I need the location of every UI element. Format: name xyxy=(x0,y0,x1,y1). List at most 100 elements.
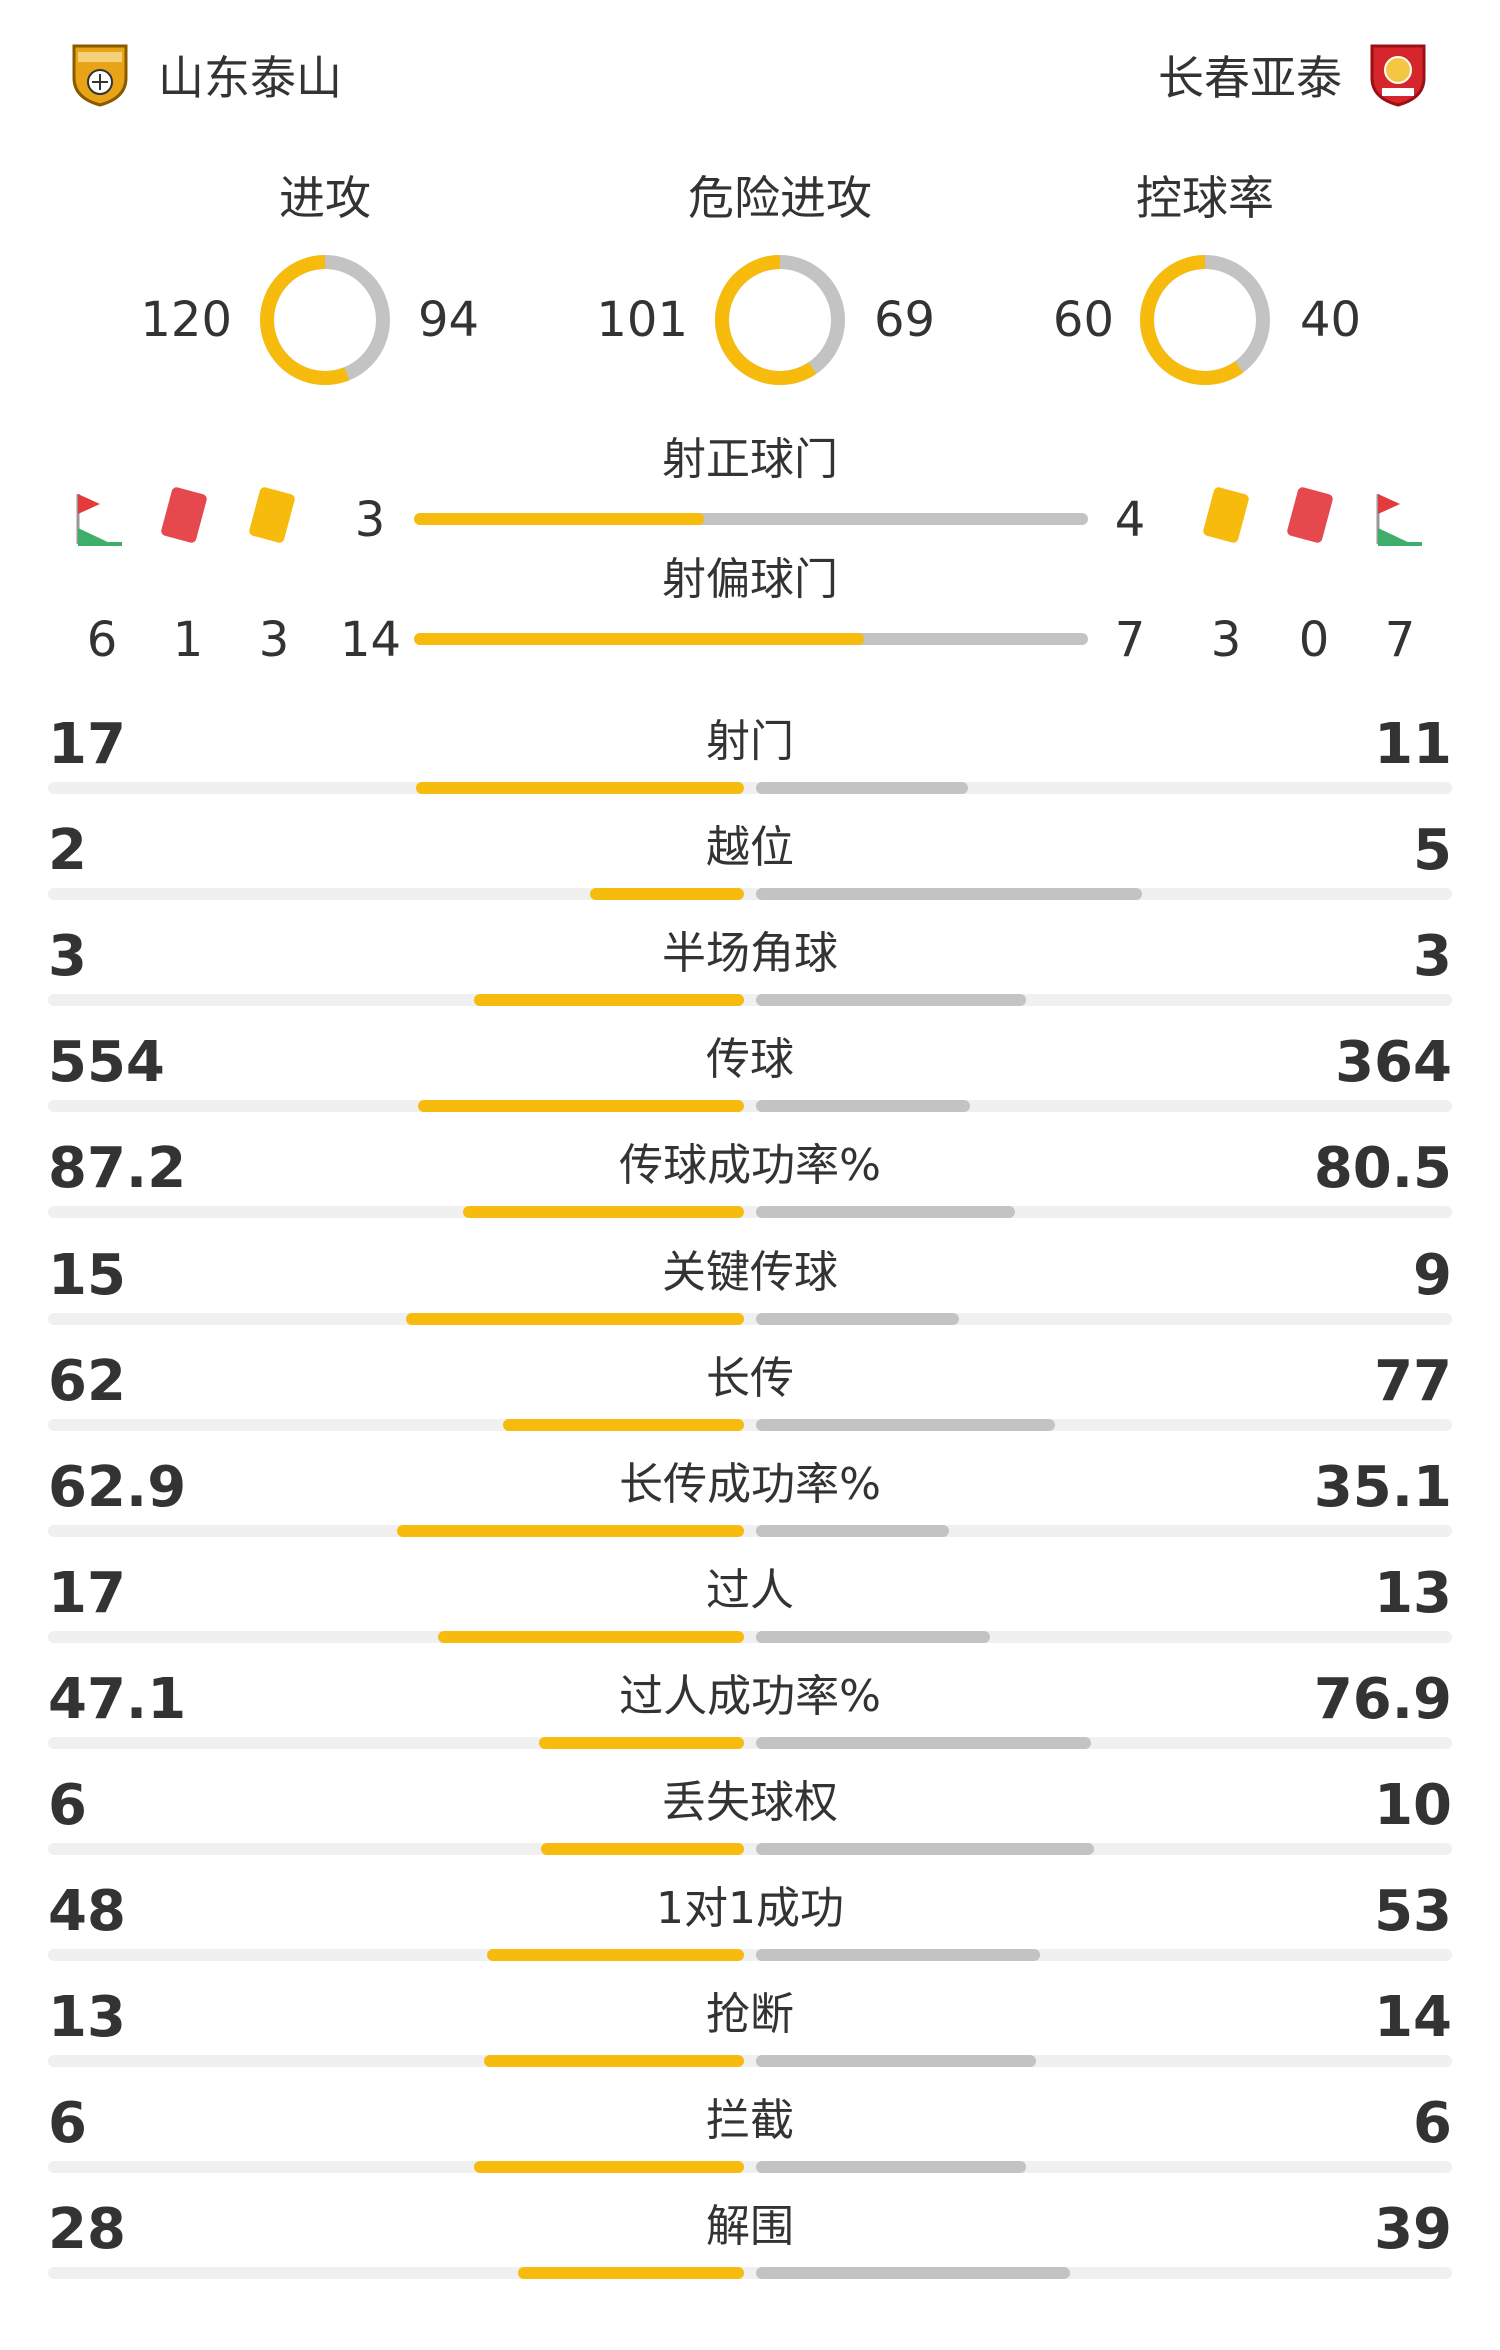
away-team-crest xyxy=(1368,42,1428,108)
stat-away-bar xyxy=(756,2267,1070,2279)
stat-row: 62 长传 77 xyxy=(0,1347,1500,1453)
stat-label: 越位 xyxy=(706,822,794,873)
stat-home-bar xyxy=(541,1843,744,1855)
stat-row: 62.9 长传成功率% 35.1 xyxy=(0,1453,1500,1559)
stat-away-bar xyxy=(756,1100,970,1112)
stat-track xyxy=(48,1525,1452,1537)
stat-home-value: 87.2 xyxy=(48,1136,187,1201)
shield-icon xyxy=(1370,44,1426,107)
stat-away-value: 80.5 xyxy=(1313,1136,1452,1201)
stat-track xyxy=(48,1949,1452,1961)
stat-away-value: 53 xyxy=(1374,1879,1452,1944)
stat-home-value: 15 xyxy=(48,1243,126,1308)
stat-away-value: 14 xyxy=(1374,1985,1452,2050)
donut-label: 进攻 xyxy=(279,171,371,225)
red-card-icon xyxy=(158,484,214,548)
stat-track xyxy=(48,1631,1452,1643)
stat-away-value: 5 xyxy=(1413,818,1452,883)
stat-home-value: 13 xyxy=(48,1985,126,2050)
donut-chart xyxy=(260,255,390,385)
stat-row: 47.1 过人成功率% 76.9 xyxy=(0,1665,1500,1771)
shots-on-home: 3 xyxy=(354,492,386,548)
away-red-count: 0 xyxy=(1298,612,1330,668)
stat-home-value: 62 xyxy=(48,1349,126,1414)
stat-away-bar xyxy=(756,994,1026,1006)
stat-track xyxy=(48,782,1452,794)
stat-label: 半场角球 xyxy=(662,928,838,979)
stat-away-bar xyxy=(756,1313,959,1325)
away-yellow-count: 3 xyxy=(1210,612,1242,668)
donut-home-arc xyxy=(260,255,390,385)
shots-on-bar xyxy=(414,513,1088,525)
stat-away-value: 10 xyxy=(1374,1773,1452,1838)
stat-away-value: 3 xyxy=(1413,924,1452,989)
stat-away-value: 364 xyxy=(1335,1030,1452,1095)
stat-away-bar xyxy=(756,1843,1094,1855)
stat-row: 3 半场角球 3 xyxy=(0,922,1500,1028)
stat-away-bar xyxy=(756,1949,1040,1961)
corner-flag-icon xyxy=(72,488,128,552)
shots-on-away: 4 xyxy=(1114,492,1146,548)
donut-chart xyxy=(1140,255,1270,385)
home-corners-count: 6 xyxy=(86,612,118,668)
yellow-card-icon xyxy=(246,484,302,548)
stat-label: 抢断 xyxy=(706,1989,794,2040)
stat-label: 拦截 xyxy=(706,2095,794,2146)
home-team-name: 山东泰山 xyxy=(158,51,342,105)
donut-home-value: 101 xyxy=(596,292,688,348)
shots-off-target-label: 射偏球门 xyxy=(662,554,838,605)
stat-row: 13 抢断 14 xyxy=(0,1983,1500,2089)
away-corners-count: 7 xyxy=(1384,612,1416,668)
stat-home-bar xyxy=(406,1313,744,1325)
stat-home-value: 2 xyxy=(48,818,87,883)
stat-home-bar xyxy=(474,2161,744,2173)
shots-off-away: 7 xyxy=(1114,612,1146,668)
stat-away-bar xyxy=(756,1737,1091,1749)
stat-home-bar xyxy=(474,994,744,1006)
stat-label: 过人成功率% xyxy=(619,1671,881,1722)
stat-home-bar xyxy=(416,782,744,794)
stat-track xyxy=(48,2055,1452,2067)
stat-home-value: 17 xyxy=(48,712,126,777)
stat-label: 传球 xyxy=(706,1034,794,1085)
stat-away-value: 6 xyxy=(1413,2091,1452,2156)
stat-track xyxy=(48,1313,1452,1325)
stat-away-value: 39 xyxy=(1374,2197,1452,2262)
stat-away-bar xyxy=(756,2055,1036,2067)
stat-label: 关键传球 xyxy=(662,1247,838,1298)
stat-home-bar xyxy=(487,1949,744,1961)
stat-home-value: 28 xyxy=(48,2197,126,2262)
stat-home-value: 6 xyxy=(48,1773,87,1838)
stat-label: 长传 xyxy=(706,1353,794,1404)
stat-home-bar xyxy=(397,1525,744,1537)
stat-track xyxy=(48,1737,1452,1749)
shots-off-home-fill xyxy=(414,633,864,645)
stat-home-value: 62.9 xyxy=(48,1455,187,1520)
stat-away-value: 35.1 xyxy=(1313,1455,1452,1520)
stat-track xyxy=(48,2161,1452,2173)
donut-chart xyxy=(715,255,845,385)
stat-track xyxy=(48,888,1452,900)
stat-label: 传球成功率% xyxy=(619,1140,881,1191)
stat-away-value: 11 xyxy=(1374,712,1452,777)
stat-home-value: 6 xyxy=(48,2091,87,2156)
stat-row: 48 1对1成功 53 xyxy=(0,1877,1500,1983)
stat-row: 87.2 传球成功率% 80.5 xyxy=(0,1134,1500,1240)
stat-row: 2 越位 5 xyxy=(0,816,1500,922)
stat-away-bar xyxy=(756,1631,990,1643)
red-card-icon xyxy=(1284,484,1340,548)
donut-away-value: 94 xyxy=(418,292,480,348)
stat-row: 6 丢失球权 10 xyxy=(0,1771,1500,1877)
stat-track xyxy=(48,1206,1452,1218)
stat-home-value: 47.1 xyxy=(48,1667,187,1732)
stat-home-bar xyxy=(503,1419,744,1431)
stat-home-bar xyxy=(518,2267,744,2279)
stat-home-bar xyxy=(539,1737,744,1749)
stat-home-value: 3 xyxy=(48,924,87,989)
home-team-crest xyxy=(70,42,130,108)
stat-label: 过人 xyxy=(706,1565,794,1616)
shots-on-home-fill xyxy=(414,513,704,525)
shots-off-bar xyxy=(414,633,1088,645)
stat-row: 17 射门 11 xyxy=(0,710,1500,816)
donut-away-value: 40 xyxy=(1300,292,1362,348)
